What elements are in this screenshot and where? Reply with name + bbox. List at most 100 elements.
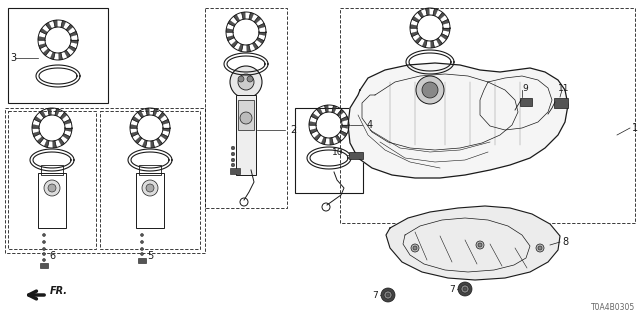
Bar [139, 165, 161, 175]
Bar [340, 8, 635, 223]
Wedge shape [158, 112, 165, 119]
Circle shape [141, 247, 143, 251]
Wedge shape [156, 138, 163, 146]
Wedge shape [162, 119, 169, 124]
Circle shape [463, 287, 467, 291]
Circle shape [476, 241, 484, 249]
Bar [295, 108, 363, 193]
Circle shape [386, 293, 390, 297]
Wedge shape [135, 137, 142, 144]
Circle shape [42, 234, 45, 236]
Wedge shape [55, 108, 60, 116]
Text: 7: 7 [372, 291, 378, 300]
Text: 2: 2 [290, 125, 296, 135]
Wedge shape [238, 44, 243, 52]
Wedge shape [342, 125, 349, 129]
Wedge shape [339, 131, 347, 137]
Wedge shape [132, 116, 140, 122]
Wedge shape [45, 22, 52, 30]
Circle shape [478, 243, 482, 247]
Circle shape [231, 158, 235, 162]
Wedge shape [324, 105, 328, 112]
Bar [8, 8, 108, 103]
Circle shape [44, 180, 60, 196]
Wedge shape [39, 44, 46, 49]
Circle shape [146, 184, 154, 192]
Circle shape [536, 244, 544, 252]
Wedge shape [417, 10, 424, 18]
Text: 6: 6 [49, 251, 55, 261]
Circle shape [141, 241, 143, 244]
Wedge shape [440, 34, 448, 40]
Text: 8: 8 [562, 237, 568, 247]
Bar [554, 98, 568, 108]
Wedge shape [241, 12, 245, 19]
Text: 3: 3 [10, 53, 16, 63]
Circle shape [238, 76, 244, 82]
Wedge shape [249, 12, 254, 20]
Wedge shape [234, 14, 240, 22]
Wedge shape [228, 20, 236, 26]
Wedge shape [64, 119, 71, 124]
Wedge shape [411, 31, 419, 37]
Circle shape [231, 152, 235, 156]
Bar [136, 173, 164, 228]
Polygon shape [348, 63, 568, 178]
Circle shape [42, 241, 45, 244]
Circle shape [538, 246, 542, 250]
Bar [349, 152, 363, 159]
Wedge shape [252, 42, 259, 50]
Wedge shape [426, 8, 429, 15]
Bar [205, 8, 287, 208]
Wedge shape [71, 40, 78, 44]
Wedge shape [142, 140, 147, 148]
Wedge shape [311, 113, 319, 119]
Bar [38, 173, 66, 228]
Circle shape [413, 246, 417, 250]
Wedge shape [44, 140, 49, 148]
Circle shape [384, 291, 392, 299]
Wedge shape [438, 12, 445, 20]
Wedge shape [163, 128, 170, 132]
Wedge shape [337, 109, 344, 116]
Bar [40, 263, 48, 268]
Wedge shape [47, 108, 51, 115]
Wedge shape [50, 52, 55, 60]
Bar [230, 168, 240, 174]
Bar [138, 258, 146, 263]
Wedge shape [70, 31, 77, 36]
Bar [8, 111, 96, 249]
Wedge shape [340, 116, 348, 122]
Circle shape [48, 184, 56, 192]
Wedge shape [130, 124, 137, 128]
Wedge shape [138, 110, 144, 118]
Circle shape [231, 163, 235, 167]
Circle shape [458, 282, 472, 296]
Wedge shape [412, 16, 419, 22]
Wedge shape [330, 138, 333, 145]
Wedge shape [40, 28, 47, 34]
Circle shape [247, 76, 253, 82]
Circle shape [141, 252, 143, 255]
Bar [41, 165, 63, 175]
Wedge shape [66, 24, 73, 31]
Wedge shape [63, 134, 70, 140]
Circle shape [461, 285, 469, 293]
Circle shape [238, 74, 254, 90]
Wedge shape [38, 36, 45, 40]
Wedge shape [309, 121, 316, 125]
Wedge shape [65, 128, 72, 132]
Text: 11: 11 [558, 84, 570, 92]
Text: 7: 7 [449, 284, 455, 293]
Wedge shape [150, 141, 154, 148]
Wedge shape [58, 138, 65, 146]
Wedge shape [161, 134, 168, 140]
Wedge shape [310, 128, 317, 134]
Wedge shape [231, 41, 238, 48]
Bar [238, 100, 254, 130]
Text: T0A4B0305: T0A4B0305 [591, 303, 635, 312]
Wedge shape [54, 20, 58, 27]
Wedge shape [52, 141, 56, 148]
Wedge shape [436, 38, 442, 46]
Wedge shape [332, 106, 337, 113]
